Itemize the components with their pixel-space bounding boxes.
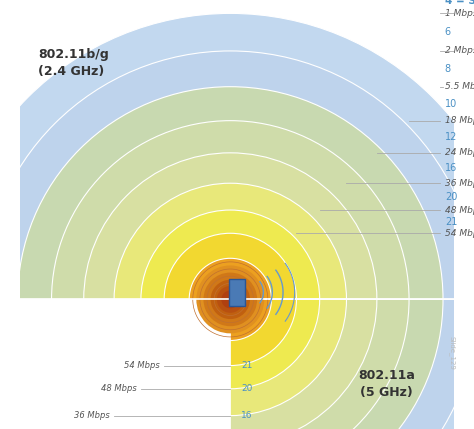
Wedge shape xyxy=(230,299,346,416)
Wedge shape xyxy=(114,183,346,299)
Text: 36 Mbps: 36 Mbps xyxy=(445,179,474,188)
Wedge shape xyxy=(189,258,272,299)
Text: 54 Mbps: 54 Mbps xyxy=(124,361,160,370)
Text: 18 Mbps: 18 Mbps xyxy=(445,116,474,125)
Text: 2 Mbps: 2 Mbps xyxy=(445,46,474,55)
Text: 6: 6 xyxy=(445,27,451,37)
Text: 12: 12 xyxy=(445,132,457,142)
Wedge shape xyxy=(230,299,474,429)
Wedge shape xyxy=(210,280,250,319)
Text: 20: 20 xyxy=(241,384,252,393)
Wedge shape xyxy=(18,87,443,299)
Wedge shape xyxy=(84,153,377,299)
Wedge shape xyxy=(230,299,272,341)
Text: 21: 21 xyxy=(241,361,252,370)
Text: 1 Mbps: 1 Mbps xyxy=(445,9,474,18)
Wedge shape xyxy=(52,121,409,299)
Wedge shape xyxy=(196,266,264,333)
Text: 24 Mbps: 24 Mbps xyxy=(445,148,474,157)
Wedge shape xyxy=(230,299,319,389)
Text: 20: 20 xyxy=(445,192,457,202)
Wedge shape xyxy=(141,210,319,299)
Wedge shape xyxy=(230,299,377,429)
Text: 16: 16 xyxy=(241,411,253,420)
Text: 21: 21 xyxy=(445,217,457,227)
Text: 48 Mbps: 48 Mbps xyxy=(445,205,474,214)
Text: 4 = SNR: 4 = SNR xyxy=(445,0,474,6)
Text: 16: 16 xyxy=(445,163,457,173)
Text: 8: 8 xyxy=(445,64,451,74)
Wedge shape xyxy=(203,272,257,326)
Wedge shape xyxy=(164,233,296,299)
Text: Slide_129: Slide_129 xyxy=(448,336,456,370)
Wedge shape xyxy=(230,299,296,366)
Wedge shape xyxy=(0,51,474,299)
Wedge shape xyxy=(230,299,409,429)
Text: 48 Mbps: 48 Mbps xyxy=(100,384,137,393)
Wedge shape xyxy=(230,299,443,429)
Text: 5.5 Mbps: 5.5 Mbps xyxy=(445,82,474,91)
Text: 802.11b/g
(2.4 GHz): 802.11b/g (2.4 GHz) xyxy=(38,48,109,78)
Wedge shape xyxy=(230,299,474,429)
Wedge shape xyxy=(217,286,244,313)
Bar xyxy=(229,279,246,305)
Text: 802.11a
(5 GHz): 802.11a (5 GHz) xyxy=(358,369,415,399)
Wedge shape xyxy=(221,290,239,308)
Wedge shape xyxy=(0,13,474,299)
Text: 54 Mbps: 54 Mbps xyxy=(445,229,474,238)
Text: 36 Mbps: 36 Mbps xyxy=(74,411,109,420)
Text: 10: 10 xyxy=(445,99,457,109)
